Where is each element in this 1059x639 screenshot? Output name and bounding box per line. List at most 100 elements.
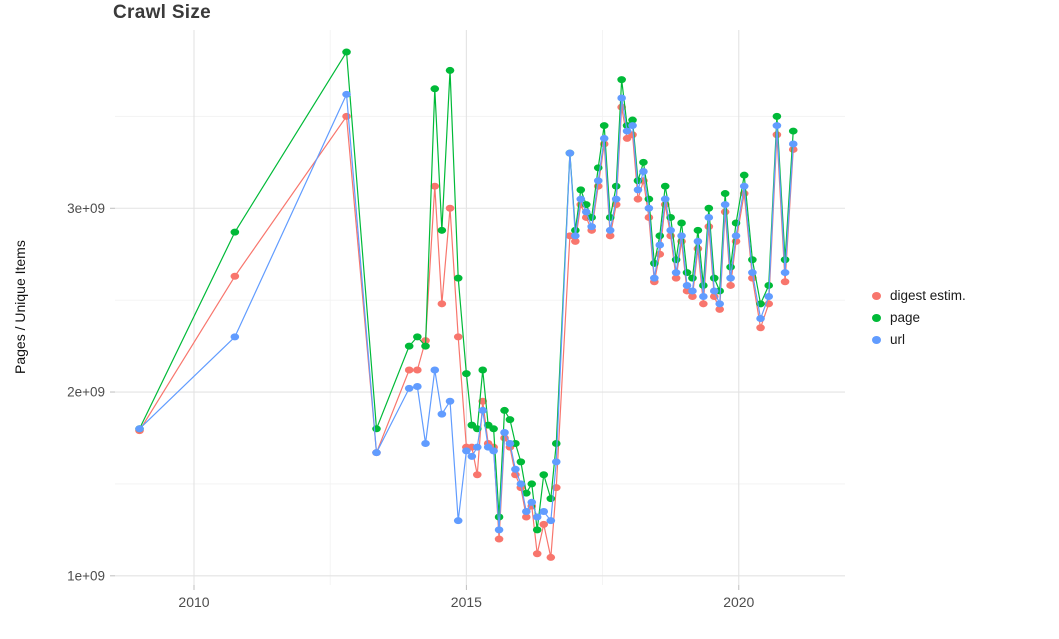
series-point <box>688 274 697 282</box>
series-point <box>693 226 703 234</box>
series-point <box>739 171 749 179</box>
series-point <box>500 428 509 436</box>
series-point <box>532 550 542 558</box>
series-point <box>682 281 692 289</box>
series-point <box>611 195 621 203</box>
series-point <box>644 195 654 203</box>
series-point <box>527 498 537 506</box>
series-point <box>788 140 798 148</box>
series-point <box>660 182 670 190</box>
series-point <box>693 237 703 245</box>
series-point <box>617 76 626 84</box>
series-point <box>576 195 586 203</box>
series-point <box>546 517 556 525</box>
series-point <box>688 292 697 300</box>
series-point <box>622 127 632 135</box>
series-point <box>342 48 351 56</box>
series-point <box>342 90 351 98</box>
series-point <box>666 226 675 234</box>
series-point <box>571 232 580 240</box>
series-point <box>748 274 757 282</box>
series-point <box>756 315 765 323</box>
series-point <box>467 452 477 460</box>
series-point <box>437 226 447 234</box>
series-point <box>699 281 708 289</box>
series-point <box>546 495 556 503</box>
series-point <box>532 513 542 521</box>
series-point <box>715 300 725 308</box>
series-point <box>644 204 654 212</box>
series-point <box>599 122 609 130</box>
series-point <box>726 274 735 282</box>
series-point <box>489 447 498 455</box>
series-point <box>462 447 471 455</box>
series-point <box>611 201 621 209</box>
series-point <box>780 278 790 286</box>
series-point <box>404 384 414 392</box>
series-point <box>539 507 549 515</box>
series-point <box>539 471 549 479</box>
series-point <box>739 182 749 190</box>
series-point <box>772 112 782 120</box>
series-point <box>593 164 603 172</box>
series-point <box>731 232 741 240</box>
series-point <box>671 269 681 277</box>
legend-label-page: page <box>890 310 921 325</box>
series-point <box>655 241 665 249</box>
series-point <box>532 526 542 534</box>
series-point <box>726 263 735 271</box>
x-tick-label: 2015 <box>451 594 482 610</box>
series-point <box>748 269 757 277</box>
series-point <box>453 333 463 341</box>
legend-item-digest-estim: digest estim. <box>872 288 966 303</box>
legend-item-page: page <box>872 310 966 325</box>
legend-label-url: url <box>890 332 906 347</box>
series-point <box>581 208 591 216</box>
series-point <box>720 201 730 209</box>
series-point <box>372 425 381 433</box>
series-point <box>489 425 498 433</box>
series-point <box>437 410 447 418</box>
series-point <box>639 168 648 176</box>
series-point <box>516 480 526 488</box>
series-point <box>453 274 463 282</box>
series-point <box>230 228 240 236</box>
series-point <box>527 480 537 488</box>
series-point <box>522 513 531 521</box>
series-point <box>704 204 714 212</box>
x-tick-label: 2010 <box>178 594 209 610</box>
chart-title: Crawl Size <box>113 2 212 23</box>
series-point <box>494 513 504 521</box>
series-point <box>478 406 488 414</box>
series-point <box>404 366 414 374</box>
legend-item-url: url <box>872 332 966 347</box>
series-point <box>611 182 621 190</box>
series-point <box>516 458 526 466</box>
series-point <box>445 66 455 74</box>
series-point <box>421 439 430 447</box>
series-point <box>772 122 782 130</box>
legend-dot-url <box>872 335 881 344</box>
series-point <box>472 443 482 451</box>
series-point <box>500 406 509 414</box>
series-point <box>788 127 798 135</box>
series-point <box>413 333 422 341</box>
series-point <box>511 465 520 473</box>
series-point <box>430 366 440 374</box>
series-point <box>342 112 351 120</box>
series-point <box>551 458 561 466</box>
series-point <box>671 274 681 282</box>
series-point <box>551 439 561 447</box>
series-point <box>593 177 603 185</box>
series-point <box>780 256 790 264</box>
series-point <box>372 449 381 457</box>
series-point <box>639 158 648 166</box>
y-tick-label: 3e+09 <box>67 201 105 216</box>
series-point <box>404 342 414 350</box>
series-point <box>421 342 430 350</box>
series-point <box>605 226 615 234</box>
series-point <box>780 269 790 277</box>
series-point <box>628 116 637 124</box>
